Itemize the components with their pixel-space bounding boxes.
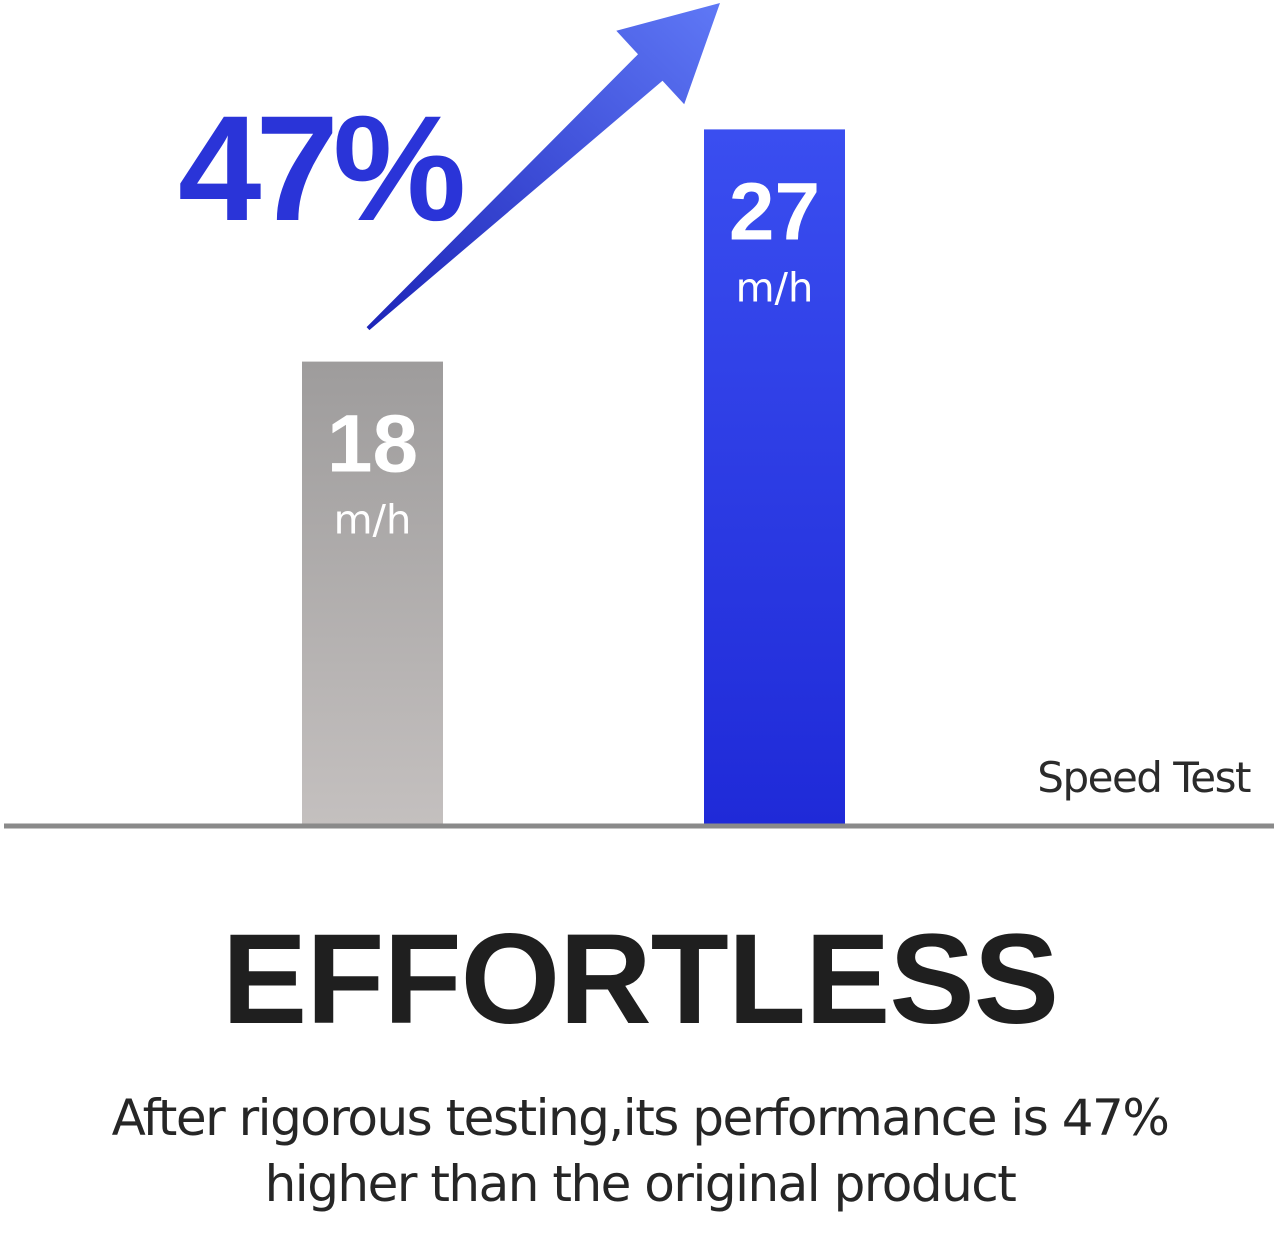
axis-label: Speed Test (1037, 753, 1251, 802)
bar-2-unit-label: m/h (736, 265, 814, 311)
arrow-up-icon (366, 3, 720, 331)
bar-2-value-label: 27 (729, 166, 820, 257)
speed-chart: 18 m/h 27 m/h Speed Test 47% (4, 3, 1274, 829)
bar-1 (302, 361, 443, 826)
headline: EFFORTLESS (221, 908, 1059, 1051)
caption-line-1: After rigorous testing,its performance i… (111, 1089, 1170, 1147)
bar-1-unit-label: m/h (334, 498, 412, 544)
bar-1-value-label: 18 (327, 399, 418, 490)
increase-arrow (366, 3, 720, 331)
bar-2 (704, 129, 845, 826)
increase-label: 47% (178, 84, 463, 252)
caption-line-2: higher than the original product (264, 1155, 1017, 1213)
caption: After rigorous testing,its performance i… (20, 1085, 1260, 1217)
bars-group: 18 m/h 27 m/h (302, 129, 845, 826)
